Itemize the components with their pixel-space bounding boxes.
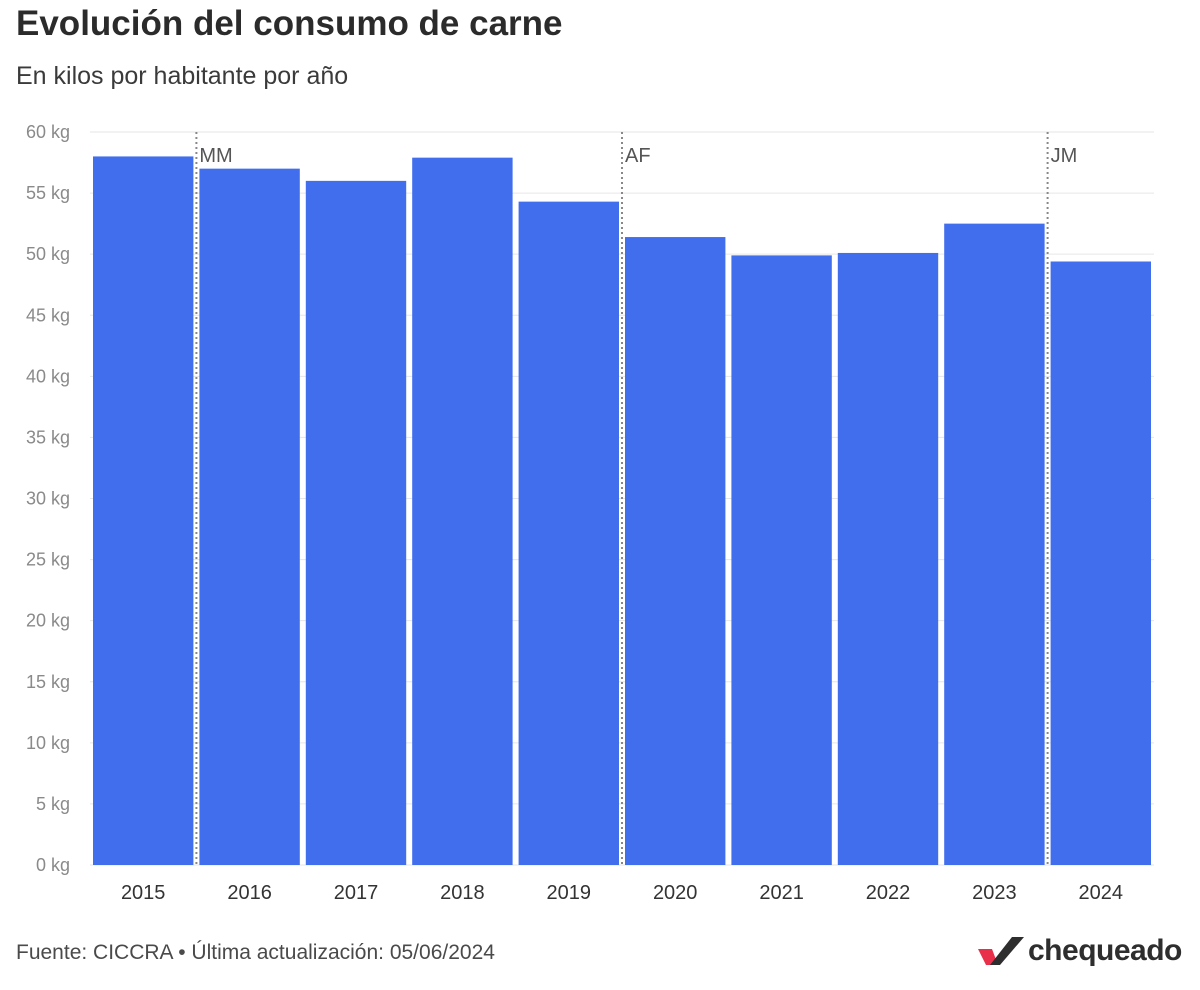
- y-tick-label: 0 kg: [36, 855, 70, 875]
- x-tick-label: 2018: [440, 882, 485, 904]
- annotation-label: JM: [1051, 145, 1078, 167]
- chequeado-logo: chequeado: [978, 934, 1182, 968]
- x-tick-label: 2021: [759, 882, 804, 904]
- bar-2018: [412, 157, 513, 865]
- y-tick-label: 55 kg: [26, 183, 70, 203]
- y-tick-label: 50 kg: [26, 244, 70, 264]
- bar-2016: [199, 168, 300, 865]
- x-tick-label: 2020: [653, 882, 698, 904]
- y-tick-label: 5 kg: [36, 794, 70, 814]
- bar-2023: [944, 223, 1045, 865]
- chequeado-check-icon: [978, 937, 1024, 965]
- bar-2022: [837, 252, 939, 865]
- y-tick-label: 30 kg: [26, 489, 70, 509]
- bar-2015: [93, 156, 194, 865]
- x-tick-label: 2023: [972, 882, 1017, 904]
- bar-2021: [731, 255, 832, 866]
- y-tick-label: 15 kg: [26, 672, 70, 692]
- annotation-label: MM: [199, 145, 232, 167]
- y-tick-label: 45 kg: [26, 305, 70, 325]
- annotation-label: AF: [625, 145, 651, 167]
- y-tick-label: 40 kg: [26, 366, 70, 386]
- bar-2019: [518, 201, 619, 865]
- chart-subtitle: En kilos por habitante por año: [16, 62, 349, 90]
- chart-title: Evolución del consumo de carne: [16, 4, 563, 43]
- x-tick-label: 2015: [121, 882, 166, 904]
- x-tick-label: 2019: [547, 882, 592, 904]
- x-tick-label: 2017: [334, 882, 379, 904]
- bar-2020: [625, 237, 726, 865]
- y-tick-label: 20 kg: [26, 611, 70, 631]
- y-tick-label: 10 kg: [26, 733, 70, 753]
- brand-name: chequeado: [1028, 934, 1182, 967]
- bar-chart: 0 kg 5 kg 10 kg 15 kg 20 kg 25 kg 30 kg 35 kg 40…: [26, 122, 1154, 904]
- y-tick-label: 35 kg: [26, 427, 70, 447]
- x-tick-label: 2024: [1079, 882, 1124, 904]
- x-tick-label: 2022: [866, 882, 911, 904]
- bar-2024: [1050, 261, 1151, 865]
- y-tick-label: 25 kg: [26, 550, 70, 570]
- source-note: Fuente: CICCRA • Última actualización: 0…: [16, 941, 495, 964]
- bar-2017: [305, 180, 407, 865]
- y-tick-label: 60 kg: [26, 122, 70, 142]
- x-tick-label: 2016: [227, 882, 272, 904]
